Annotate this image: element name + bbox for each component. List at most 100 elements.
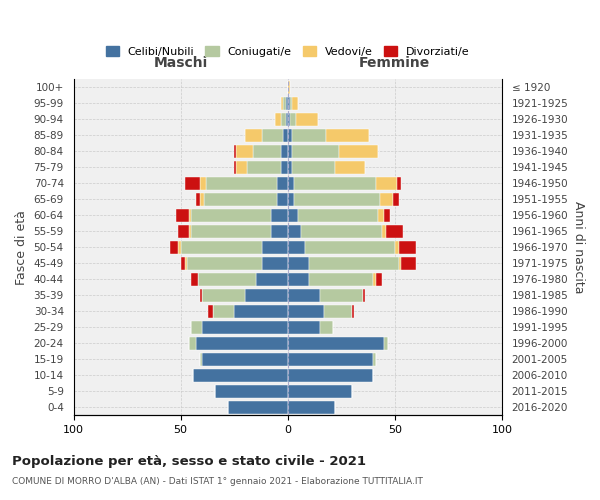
Y-axis label: Fasce di età: Fasce di età — [15, 210, 28, 285]
Bar — [262, 241, 287, 254]
Bar — [208, 305, 213, 318]
Bar — [181, 257, 185, 270]
Bar — [320, 321, 332, 334]
Bar — [247, 161, 281, 174]
Text: Popolazione per età, sesso e stato civile - 2021: Popolazione per età, sesso e stato civil… — [12, 455, 366, 468]
Bar — [200, 289, 202, 302]
Bar — [196, 193, 200, 206]
Bar — [256, 273, 287, 286]
Bar — [236, 145, 253, 158]
Bar — [236, 161, 247, 174]
Bar — [287, 161, 292, 174]
Bar — [193, 368, 287, 382]
Bar — [309, 273, 373, 286]
Bar — [287, 113, 290, 126]
Bar — [185, 257, 187, 270]
Bar — [198, 273, 256, 286]
Bar — [287, 353, 373, 366]
Text: Maschi: Maschi — [154, 56, 208, 70]
Bar — [287, 400, 335, 414]
Bar — [178, 225, 189, 238]
Bar — [202, 321, 287, 334]
Bar — [320, 289, 362, 302]
Bar — [376, 177, 397, 190]
Bar — [191, 273, 198, 286]
Bar — [339, 145, 377, 158]
Bar — [189, 209, 191, 222]
Bar — [301, 225, 382, 238]
Bar — [191, 321, 202, 334]
Bar — [287, 257, 309, 270]
Bar — [245, 289, 287, 302]
Bar — [296, 113, 317, 126]
Bar — [352, 305, 354, 318]
Bar — [287, 321, 320, 334]
Bar — [253, 145, 281, 158]
Bar — [287, 81, 290, 94]
Bar — [287, 177, 294, 190]
Bar — [178, 241, 181, 254]
Bar — [384, 209, 391, 222]
Bar — [287, 368, 373, 382]
Bar — [373, 353, 376, 366]
Bar — [380, 193, 392, 206]
Bar — [362, 289, 365, 302]
Bar — [196, 337, 287, 350]
Bar — [286, 97, 287, 110]
Bar — [234, 305, 287, 318]
Bar — [281, 113, 286, 126]
Bar — [185, 177, 200, 190]
Bar — [298, 209, 377, 222]
Bar — [204, 193, 277, 206]
Bar — [277, 193, 287, 206]
Bar — [287, 289, 320, 302]
Bar — [277, 177, 287, 190]
Bar — [206, 177, 277, 190]
Bar — [275, 113, 281, 126]
Bar — [294, 193, 380, 206]
Bar — [377, 209, 384, 222]
Bar — [215, 384, 287, 398]
Bar — [283, 97, 286, 110]
Bar — [287, 145, 292, 158]
Bar — [395, 241, 399, 254]
Bar — [281, 97, 283, 110]
Bar — [401, 257, 416, 270]
Bar — [397, 177, 401, 190]
Bar — [200, 193, 204, 206]
Bar — [309, 257, 399, 270]
Bar — [200, 177, 206, 190]
Bar — [234, 145, 236, 158]
Bar — [373, 273, 376, 286]
Bar — [287, 305, 324, 318]
Bar — [189, 337, 196, 350]
Bar — [292, 161, 335, 174]
Bar — [287, 273, 309, 286]
Bar — [305, 241, 395, 254]
Bar — [376, 273, 382, 286]
Bar — [287, 241, 305, 254]
Text: Femmine: Femmine — [359, 56, 430, 70]
Bar — [189, 225, 191, 238]
Bar — [292, 145, 339, 158]
Bar — [202, 353, 287, 366]
Bar — [287, 97, 290, 110]
Legend: Celibi/Nubili, Coniugati/e, Vedovi/e, Divorziati/e: Celibi/Nubili, Coniugati/e, Vedovi/e, Di… — [101, 42, 475, 61]
Bar — [384, 337, 388, 350]
Y-axis label: Anni di nascita: Anni di nascita — [572, 201, 585, 294]
Bar — [181, 241, 262, 254]
Bar — [326, 129, 369, 142]
Bar — [287, 337, 384, 350]
Bar — [187, 257, 262, 270]
Bar — [287, 209, 298, 222]
Bar — [170, 241, 178, 254]
Bar — [234, 161, 236, 174]
Bar — [292, 97, 298, 110]
Bar — [245, 129, 262, 142]
Bar — [287, 129, 292, 142]
Bar — [287, 193, 294, 206]
Bar — [294, 177, 376, 190]
Bar — [399, 241, 416, 254]
Bar — [176, 209, 189, 222]
Bar — [228, 400, 287, 414]
